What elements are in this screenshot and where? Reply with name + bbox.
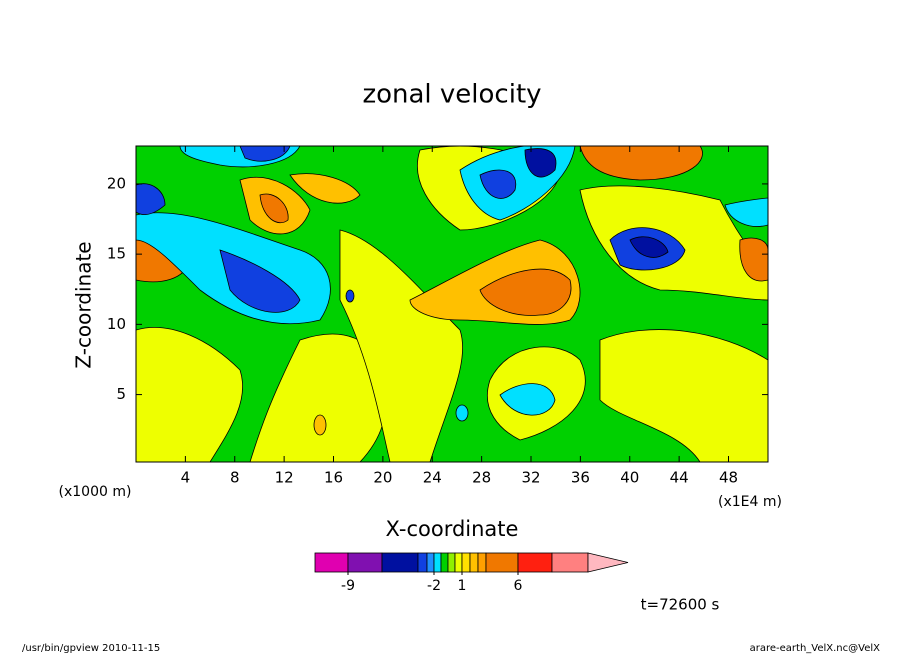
colorbar-segment xyxy=(433,552,442,573)
x-tick-label: 24 xyxy=(423,469,442,487)
x-axis-label: X-coordinate xyxy=(386,517,519,541)
x-unit-label: (x1000 m) xyxy=(59,484,132,500)
colorbar-tick-label: 6 xyxy=(514,578,523,594)
colorbar-segment xyxy=(517,552,553,573)
time-label: t=72600 s xyxy=(641,596,720,614)
colorbar-segment xyxy=(454,552,463,573)
y-tick-label: 5 xyxy=(116,385,126,403)
x-tick-label: 36 xyxy=(571,469,590,487)
x-tick-label: 48 xyxy=(719,469,738,487)
colorbar-segment xyxy=(477,552,487,573)
y-tick-label: 10 xyxy=(107,315,126,333)
y-axis-label: Z-coordinate xyxy=(72,241,96,368)
chart-title: zonal velocity xyxy=(362,80,541,110)
x-tick-label: 4 xyxy=(181,469,191,487)
x-tick-label: 20 xyxy=(373,469,392,487)
colorbar-tick-label: -2 xyxy=(427,578,441,594)
x-tick-label: 12 xyxy=(275,469,294,487)
y-tick-label: 20 xyxy=(107,174,126,192)
colorbar-extension xyxy=(587,552,629,573)
colorbar-segment xyxy=(440,552,449,573)
colorbar-segment xyxy=(461,552,471,573)
x-unit-label-right: (x1E4 m) xyxy=(718,494,782,510)
x-tick-label: 40 xyxy=(620,469,639,487)
x-tick-label: 32 xyxy=(521,469,540,487)
x-tick-label: 8 xyxy=(230,469,240,487)
footer-left: /usr/bin/gpview 2010-11-15 xyxy=(22,643,160,654)
x-tick-label: 44 xyxy=(670,469,689,487)
colorbar-segment xyxy=(426,552,435,573)
contour-field xyxy=(136,146,768,462)
colorbar-segment xyxy=(447,552,456,573)
x-tick-label: 16 xyxy=(324,469,343,487)
y-tick-label: 15 xyxy=(107,245,126,263)
x-tick-label: 28 xyxy=(472,469,491,487)
colorbar-segment xyxy=(417,552,428,573)
colorbar-segment xyxy=(381,552,419,573)
colorbar-segment xyxy=(551,552,589,573)
colorbar-segment xyxy=(485,552,519,573)
colorbar-tick-label: -9 xyxy=(341,578,355,594)
colorbar-segment xyxy=(469,552,479,573)
plot-frame xyxy=(135,145,769,463)
colorbar-tick-label: 1 xyxy=(458,578,467,594)
colorbar-segment xyxy=(347,552,383,573)
colorbar-segment xyxy=(314,552,349,573)
footer-right: arare-earth_VelX.nc@VelX xyxy=(750,643,881,654)
